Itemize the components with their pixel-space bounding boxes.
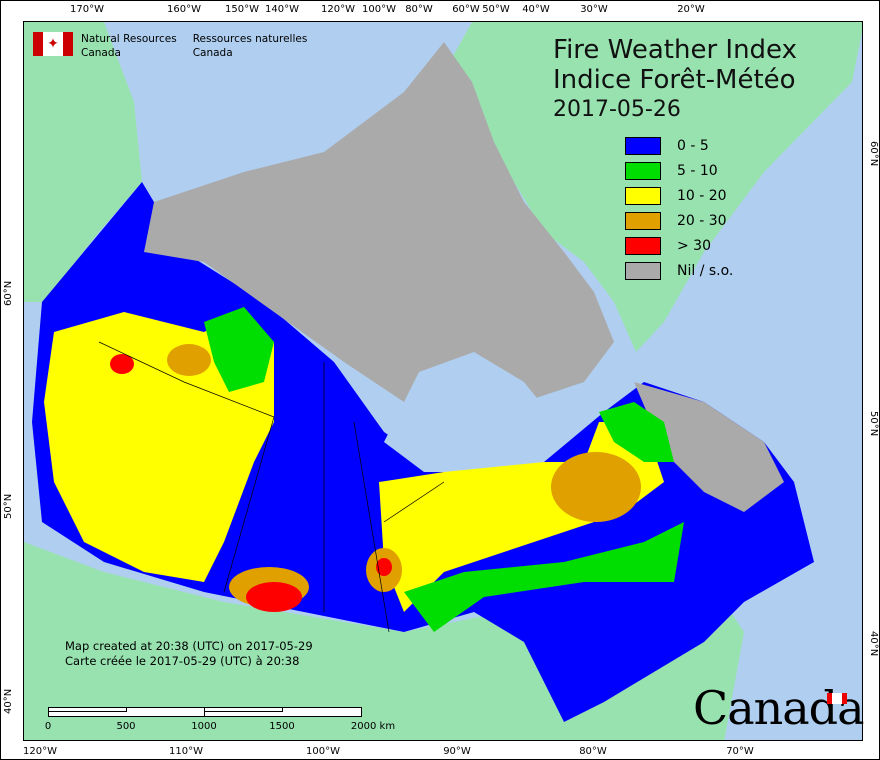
legend-swatch <box>625 236 661 255</box>
legend-swatch <box>625 161 661 180</box>
scale-label: 2000 km <box>350 721 396 732</box>
bottom-tick-label: 100°W <box>306 746 340 757</box>
labrador-nil <box>634 382 784 512</box>
bottom-tick-label: 120°W <box>23 746 57 757</box>
legend-label: 10 - 20 <box>677 187 727 204</box>
bottom-tick-label: 70°W <box>726 746 754 757</box>
legend-swatch <box>625 136 661 155</box>
credit-fr: Carte créée le 2017-05-29 (UTC) à 20:38 <box>65 654 300 668</box>
top-tick-label: 120°W <box>321 4 355 15</box>
mb-fwi-above-30 <box>376 558 392 576</box>
west-fwi-10-20 <box>44 312 274 582</box>
map-canvas <box>24 22 862 740</box>
scale-bar: 0 500 1000 1500 2000 km <box>45 707 395 732</box>
provincial-borders <box>98 341 445 633</box>
left-tick-label: 50°N <box>3 493 14 519</box>
top-tick-label: 30°W <box>580 4 608 15</box>
left-tick-label: 60°N <box>3 280 14 306</box>
legend: 0 - 5 5 - 10 10 - 20 20 - 30 > 30 Nil / … <box>625 133 733 283</box>
top-tick-label: 60°W <box>452 4 480 15</box>
legend-item: 5 - 10 <box>625 158 733 183</box>
top-tick-label: 100°W <box>362 4 396 15</box>
top-tick-label: 140°W <box>265 4 299 15</box>
map-title: Fire Weather Index Indice Forêt-Météo <box>553 35 797 95</box>
scale-label: 500 <box>116 721 136 732</box>
nrcan-signature: ✦ Natural Resources Canada Ressources nat… <box>33 32 307 60</box>
credit-en: Map created at 20:38 (UTC) on 2017-05-29 <box>65 639 313 653</box>
right-tick-label: 60°N <box>868 141 879 167</box>
top-tick-label: 40°W <box>522 4 550 15</box>
bottom-tick-label: 90°W <box>443 746 471 757</box>
bc-fwi-above-30 <box>110 354 134 374</box>
top-tick-label: 160°W <box>167 4 201 15</box>
top-tick-label: 50°W <box>482 4 510 15</box>
arctic-nil <box>144 42 614 402</box>
title-en: Fire Weather Index <box>553 35 797 65</box>
legend-item: Nil / s.o. <box>625 258 733 283</box>
top-tick-label: 20°W <box>677 4 705 15</box>
legend-item: 0 - 5 <box>625 133 733 158</box>
canada-flag-icon: ✦ <box>33 32 73 56</box>
east-fwi-5-10 <box>599 402 674 462</box>
title-fr: Indice Forêt-Météo <box>553 65 796 95</box>
legend-label: 5 - 10 <box>677 162 718 179</box>
yt-fwi-20-30 <box>167 344 211 376</box>
scale-bar-graphic <box>48 707 362 717</box>
sk-fwi-above-30 <box>246 582 302 612</box>
map-date: 2017-05-26 <box>553 97 681 122</box>
legend-label: Nil / s.o. <box>677 262 734 279</box>
org-name-fr: Ressources naturelles <box>192 33 308 45</box>
scale-label: 0 <box>44 721 52 732</box>
legend-item: 10 - 20 <box>625 183 733 208</box>
legend-label: 0 - 5 <box>677 137 709 154</box>
scale-label: 1500 <box>269 721 295 732</box>
top-tick-label: 170°W <box>70 4 104 15</box>
org-country-en: Canada <box>81 47 121 59</box>
right-tick-label: 40°N <box>868 631 879 657</box>
legend-item: > 30 <box>625 233 733 258</box>
west-fwi-5-10 <box>204 307 274 392</box>
map-credit: Map created at 20:38 (UTC) on 2017-05-29… <box>65 639 313 669</box>
legend-label: 20 - 30 <box>677 212 727 229</box>
band-fwi-5-10 <box>404 522 684 632</box>
hudson-bay <box>384 352 564 472</box>
quebec-fwi-20-30 <box>551 452 641 522</box>
alaska <box>24 22 142 302</box>
org-name-en: Natural Resources <box>81 33 177 45</box>
legend-swatch <box>625 186 661 205</box>
bottom-tick-label: 80°W <box>579 746 607 757</box>
legend-label: > 30 <box>677 237 711 254</box>
top-tick-label: 150°W <box>225 4 259 15</box>
wordmark-flag-icon <box>827 693 847 704</box>
legend-swatch <box>625 211 661 230</box>
legend-swatch <box>625 261 661 280</box>
scale-label: 1000 <box>191 721 217 732</box>
map-frame[interactable] <box>23 21 863 741</box>
right-tick-label: 50°N <box>868 411 879 437</box>
top-tick-label: 80°W <box>405 4 433 15</box>
legend-item: 20 - 30 <box>625 208 733 233</box>
bottom-tick-label: 110°W <box>169 746 203 757</box>
org-country-fr: Canada <box>192 47 233 59</box>
canada-wordmark: Canada <box>693 681 865 735</box>
left-tick-label: 40°N <box>3 688 14 714</box>
